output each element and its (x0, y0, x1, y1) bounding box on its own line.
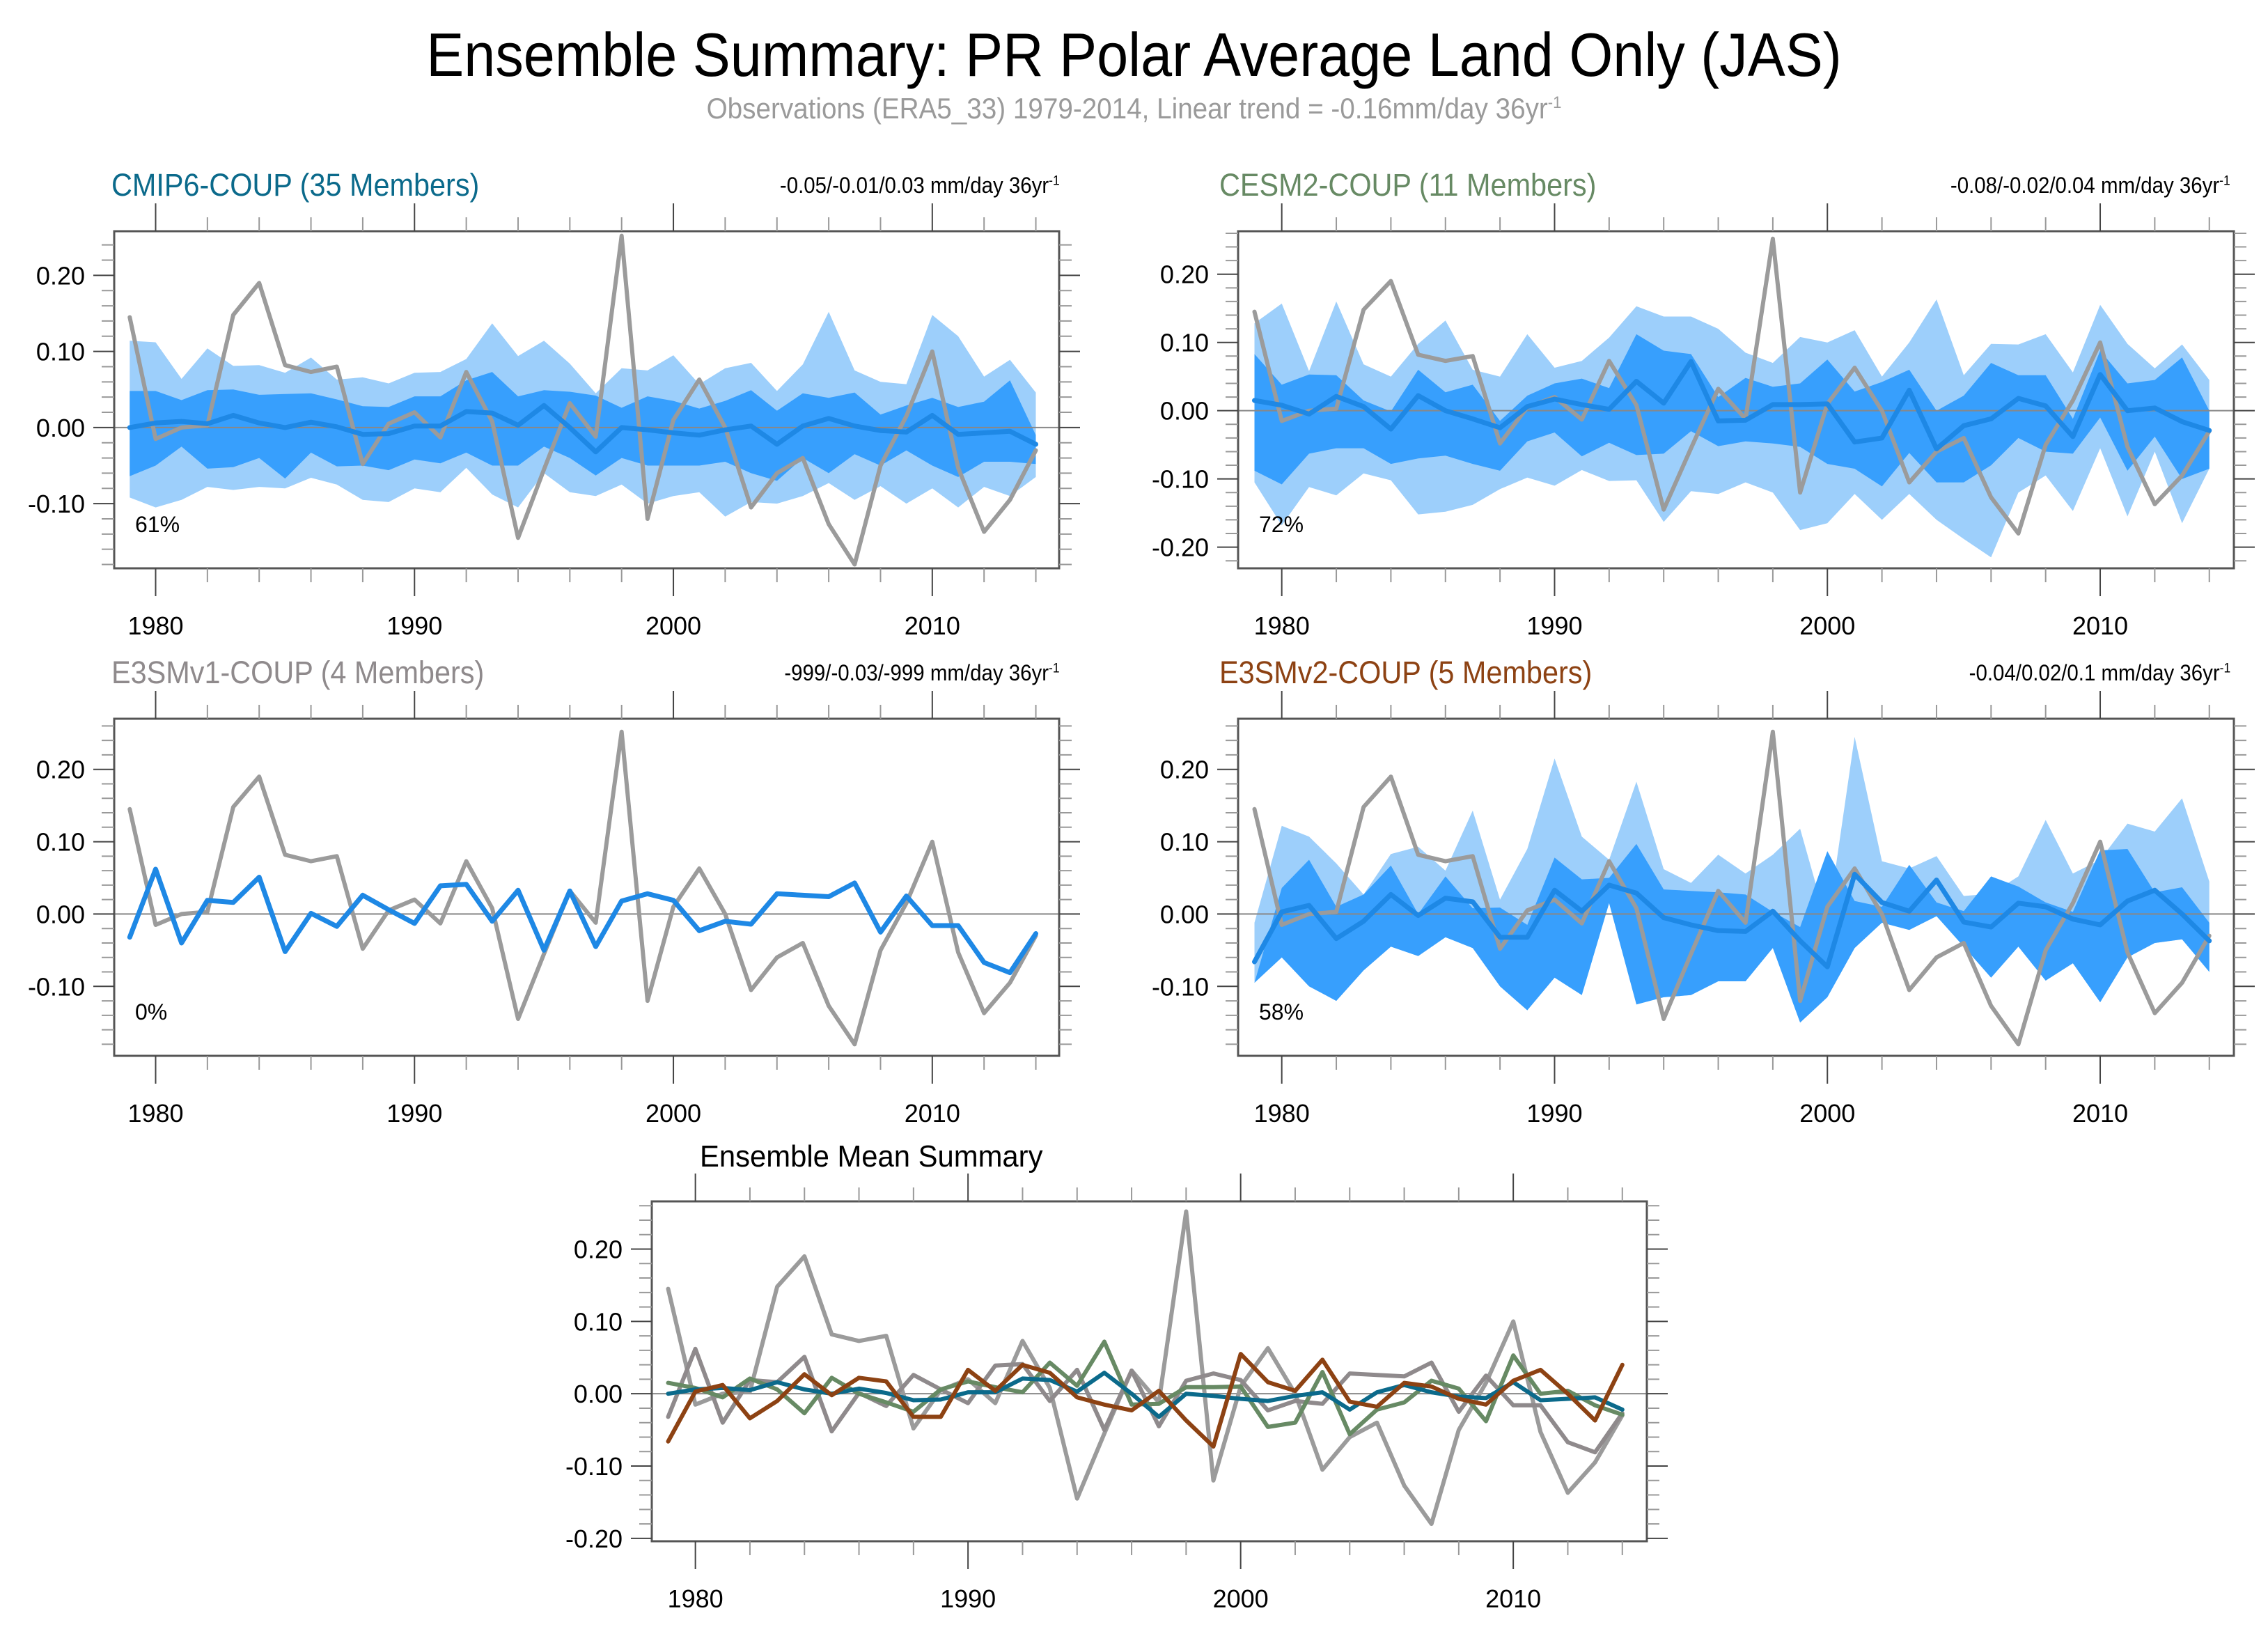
ensemble-mean-line (127, 403, 1038, 455)
summary-panel-title: Ensemble Mean Summary (700, 1139, 1043, 1174)
x-tick-label: 2010 (905, 1099, 960, 1128)
y-tick-label: -0.10 (565, 1452, 623, 1481)
trend-superscript: -1 (1049, 661, 1060, 676)
plot-area (114, 729, 1059, 1047)
x-tick-label: 1980 (1254, 1099, 1310, 1128)
panel-title-cmip6: CMIP6-COUP (35 Members) (111, 167, 480, 203)
y-tick-label: -0.10 (28, 972, 85, 1001)
plot-frame (113, 717, 1061, 1057)
panel-e3smv2: 0.20 0.10 0.00 -0.10 1980 1990 2000 2010 58% (1152, 691, 2255, 1128)
y-tick-label: -0.10 (28, 490, 85, 518)
x-tick-label: 2000 (1799, 1099, 1855, 1128)
x-tick-label: 2000 (646, 1099, 701, 1128)
plot-frame (113, 230, 1061, 570)
x-tick-label: 2010 (1485, 1584, 1541, 1613)
trend-superscript: -1 (2219, 173, 2230, 189)
trend-label-cesm2: -0.08/-0.02/0.04 mm/day 36yr-1 (1950, 173, 2230, 198)
y-tick-label: 0.00 (1160, 900, 1209, 928)
series-line-e3smv2 (666, 1352, 1625, 1449)
obs-line (127, 729, 1038, 1047)
percent-label: 58% (1259, 999, 1304, 1024)
x-tick-label: 1980 (1254, 611, 1310, 640)
x-tick-label: 2010 (2072, 1099, 2128, 1128)
x-tick-label: 2000 (1799, 611, 1855, 640)
y-tick-label: 0.00 (36, 414, 85, 442)
plot-frame (650, 1200, 1648, 1543)
x-tick-label: 1990 (1526, 1099, 1582, 1128)
subtitle-text: Observations (ERA5_33) 1979-2014, Linear… (706, 92, 1548, 125)
y-tick-label: 0.10 (1160, 828, 1209, 857)
y-tick-label: 0.20 (1160, 260, 1209, 289)
x-tick-label: 2010 (905, 611, 960, 640)
series-line-obs (666, 1209, 1625, 1527)
x-tick-label: 2010 (2072, 611, 2128, 640)
obs-line (127, 233, 1038, 567)
ensemble-mean-line (127, 866, 1038, 976)
trend-text: -0.04/0.02/0.1 mm/day 36yr (1969, 660, 2220, 685)
panel-title-e3smv1: E3SMv1-COUP (4 Members) (111, 655, 485, 690)
band-25-75 (130, 372, 1036, 481)
percent-label: 72% (1259, 512, 1304, 537)
x-tick-label: 1990 (386, 1099, 442, 1128)
plot-area (652, 1209, 1647, 1527)
panel-title-e3smv2: E3SMv2-COUP (5 Members) (1219, 655, 1593, 690)
trend-text: -999/-0.03/-999 mm/day 36yr (784, 660, 1049, 685)
x-tick-label: 1990 (940, 1584, 996, 1613)
trend-text: -0.08/-0.02/0.04 mm/day 36yr (1950, 173, 2220, 198)
ensemble-mean-line (1252, 871, 2212, 969)
y-tick-label: 0.10 (36, 338, 85, 366)
trend-label-cmip6: -0.05/-0.01/0.03 mm/day 36yr-1 (780, 173, 1060, 198)
y-tick-label: -0.20 (565, 1525, 623, 1553)
x-tick-label: 1990 (1526, 611, 1582, 640)
y-tick-label: -0.10 (1152, 465, 1209, 494)
plot-area (1238, 729, 2234, 1047)
y-tick-label: -0.20 (1152, 533, 1209, 562)
panel-cesm2: 0.20 0.10 0.00 -0.10 -0.20 1980 1990 2000 2010 72… (1152, 203, 2255, 640)
subtitle-superscript: -1 (1547, 93, 1562, 112)
plot-frame (1237, 717, 2235, 1057)
trend-text: -0.05/-0.01/0.03 mm/day 36yr (780, 173, 1049, 198)
plot-area (114, 233, 1059, 567)
y-tick-label: 0.20 (1160, 756, 1209, 784)
y-tick-label: 0.20 (36, 261, 85, 290)
percent-label: 0% (135, 999, 167, 1024)
x-tick-label: 1980 (668, 1584, 724, 1613)
panel-title-cesm2: CESM2-COUP (11 Members) (1219, 167, 1597, 203)
x-tick-label: 1980 (127, 1099, 183, 1128)
ensemble-mean-line (1252, 359, 2212, 451)
x-tick-label: 2000 (646, 611, 701, 640)
trend-label-e3smv2: -0.04/0.02/0.1 mm/day 36yr-1 (1969, 660, 2230, 686)
trend-label-e3smv1: -999/-0.03/-999 mm/day 36yr-1 (785, 660, 1060, 686)
trend-superscript: -1 (1049, 173, 1060, 189)
panel-cmip6: 0.20 0.10 0.00 -0.10 1980 1990 2000 2010 61% (28, 203, 1080, 640)
plot-area (1238, 236, 2234, 558)
subtitle: Observations (ERA5_33) 1979-2014, Linear… (91, 92, 2177, 125)
obs-line (1252, 729, 2212, 1047)
main-title: Ensemble Summary: PR Polar Average Land … (426, 20, 1842, 89)
x-tick-label: 2000 (1213, 1584, 1269, 1613)
trend-superscript: -1 (2219, 661, 2230, 676)
percent-label: 61% (135, 512, 180, 537)
x-tick-label: 1980 (127, 611, 183, 640)
obs-line (1252, 236, 2212, 536)
y-tick-label: 0.20 (36, 756, 85, 784)
y-tick-label: 0.10 (36, 828, 85, 857)
y-tick-label: 0.20 (574, 1236, 623, 1264)
y-tick-label: 0.10 (574, 1307, 623, 1336)
y-tick-label: 0.00 (36, 900, 85, 928)
panel-summary: 0.20 0.10 0.00 -0.10 -0.20 1980 1990 2000 2010 (565, 1174, 1668, 1613)
y-tick-label: 0.00 (574, 1380, 623, 1408)
y-tick-label: 0.00 (1160, 397, 1209, 426)
x-tick-label: 1990 (386, 611, 442, 640)
y-tick-label: -0.10 (1152, 972, 1209, 1001)
panel-e3smv1: 0.20 0.10 0.00 -0.10 1980 1990 2000 2010 0% (28, 691, 1080, 1128)
plot-frame (1237, 230, 2235, 570)
y-tick-label: 0.10 (1160, 329, 1209, 357)
